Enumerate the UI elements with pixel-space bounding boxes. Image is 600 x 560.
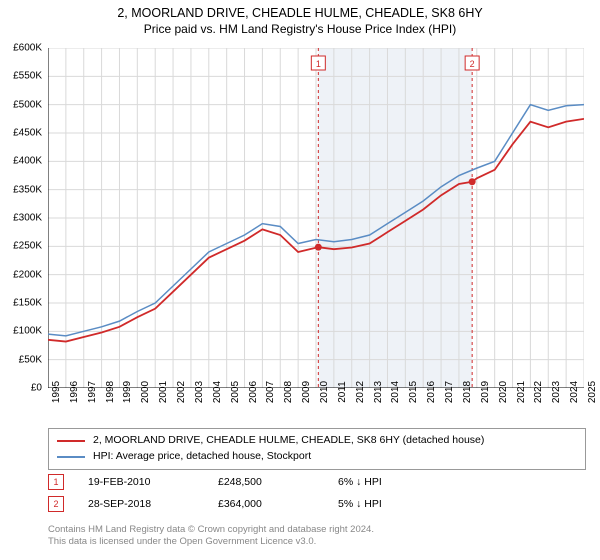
credit-line: This data is licensed under the Open Gov… (48, 536, 584, 548)
sale-marker-icon: 2 (48, 496, 64, 512)
legend: 2, MOORLAND DRIVE, CHEADLE HULME, CHEADL… (48, 428, 586, 470)
svg-text:1: 1 (316, 59, 321, 69)
credit-text: Contains HM Land Registry data © Crown c… (48, 524, 584, 549)
sale-price: £364,000 (218, 498, 338, 510)
svg-text:2: 2 (470, 59, 475, 69)
legend-item: 2, MOORLAND DRIVE, CHEADLE HULME, CHEADL… (57, 433, 577, 449)
sale-date: 28-SEP-2018 (88, 498, 218, 510)
credit-line: Contains HM Land Registry data © Crown c… (48, 524, 584, 536)
sales-table: 1 19-FEB-2010 £248,500 6% ↓ HPI 2 28-SEP… (48, 468, 584, 512)
chart-subtitle: Price paid vs. HM Land Registry's House … (0, 22, 600, 36)
sale-date: 19-FEB-2010 (88, 476, 218, 488)
legend-label: 2, MOORLAND DRIVE, CHEADLE HULME, CHEADL… (93, 433, 484, 449)
line-chart: 12 (48, 48, 584, 388)
sale-row: 2 28-SEP-2018 £364,000 5% ↓ HPI (48, 496, 584, 512)
chart-area: 12 £0£50K£100K£150K£200K£250K£300K£350K£… (48, 48, 584, 388)
legend-label: HPI: Average price, detached house, Stoc… (93, 449, 311, 465)
sale-diff: 6% ↓ HPI (338, 476, 382, 488)
chart-title: 2, MOORLAND DRIVE, CHEADLE HULME, CHEADL… (0, 6, 600, 20)
sale-price: £248,500 (218, 476, 338, 488)
sale-row: 1 19-FEB-2010 £248,500 6% ↓ HPI (48, 474, 584, 490)
legend-swatch (57, 456, 85, 458)
sale-marker-icon: 1 (48, 474, 64, 490)
legend-item: HPI: Average price, detached house, Stoc… (57, 449, 577, 465)
sale-diff: 5% ↓ HPI (338, 498, 382, 510)
legend-swatch (57, 440, 85, 442)
